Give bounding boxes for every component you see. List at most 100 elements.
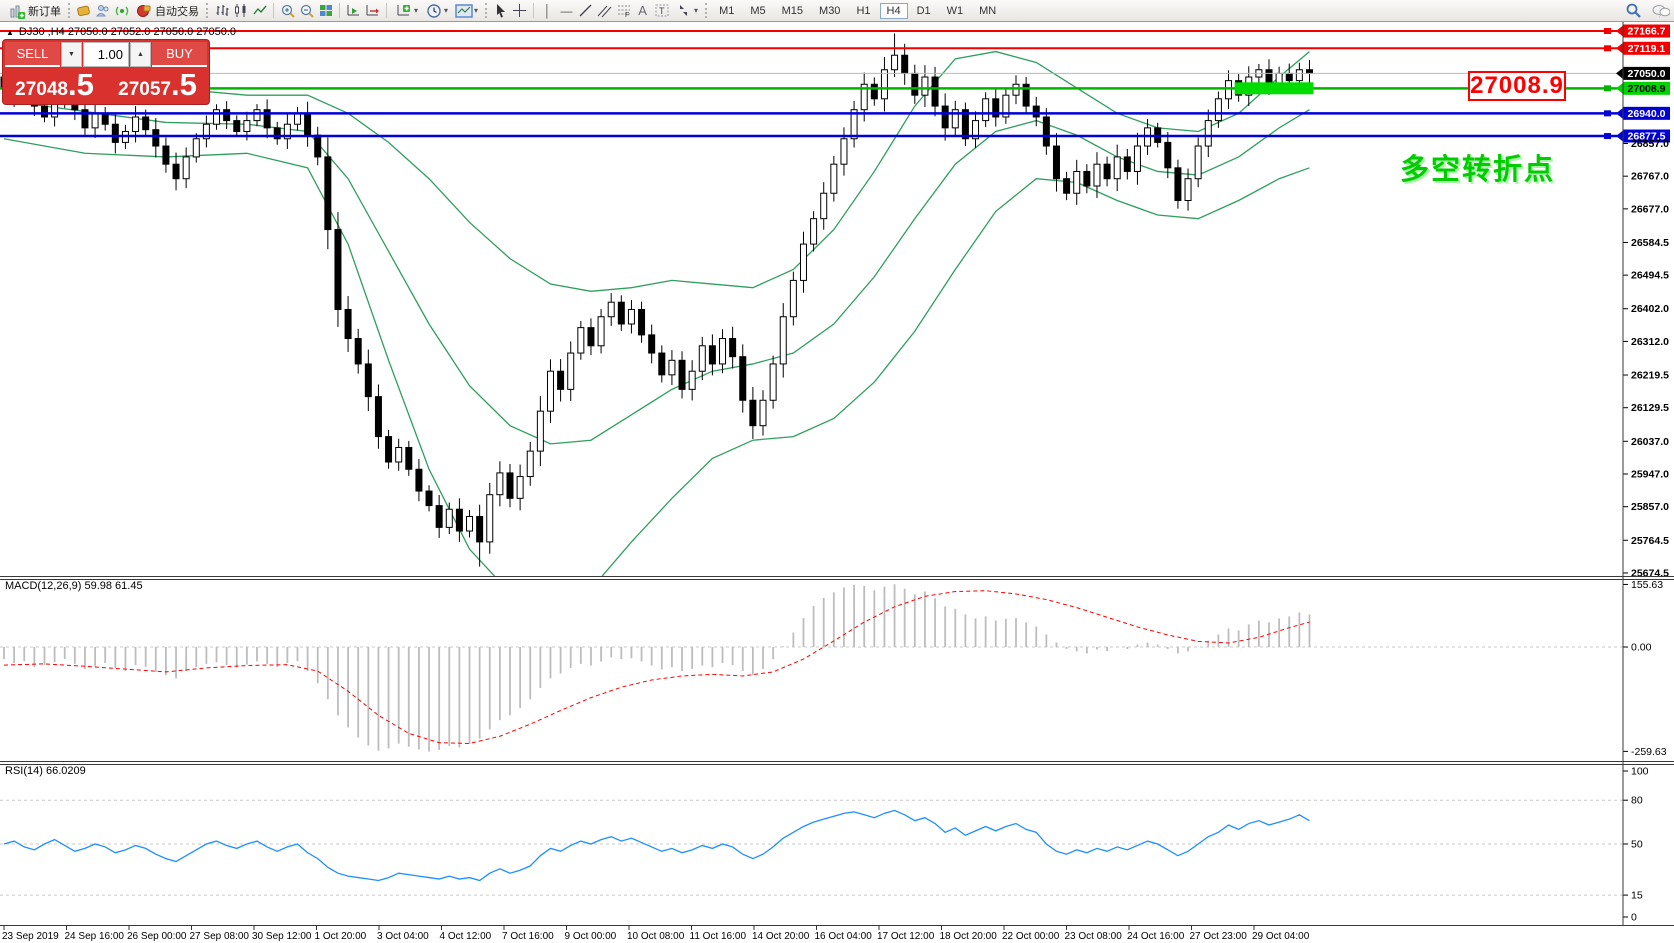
toolbar-grip (68, 3, 70, 18)
one-click-trading-panel: SELL ▼ ▲ BUY 27048 .5 27057 .5 (3, 40, 209, 104)
svg-text:27008.9: 27008.9 (1628, 83, 1666, 95)
favorites-icon[interactable] (74, 2, 93, 20)
svg-text:18 Oct 20:00: 18 Oct 20:00 (940, 931, 998, 942)
auto-trading-button[interactable]: 自动交易 (131, 1, 202, 21)
svg-text:26677.0: 26677.0 (1631, 203, 1669, 215)
indicators-dropdown[interactable]: ▾ (391, 1, 421, 21)
svg-text:26857.0: 26857.0 (1631, 138, 1669, 150)
toolbar-separator (533, 3, 535, 18)
auto-scroll-icon[interactable] (344, 2, 363, 20)
candlestick-chart-type-icon[interactable] (231, 2, 250, 20)
new-order-label: 新订单 (28, 5, 61, 18)
chart-shift-icon[interactable] (363, 2, 382, 20)
horizontal-line-tool-icon[interactable]: — (560, 3, 573, 18)
svg-text:26767.0: 26767.0 (1631, 171, 1669, 183)
tile-windows-icon[interactable] (316, 2, 335, 20)
volume-input[interactable] (83, 42, 129, 67)
svg-text:1 Oct 20:00: 1 Oct 20:00 (315, 931, 367, 942)
svg-text:-259.63: -259.63 (1631, 746, 1667, 758)
svg-text:26584.5: 26584.5 (1631, 237, 1669, 249)
chart-title-row: ▲ DJ30 ,H4 27050.0 27052.0 27050.0 27050.… (6, 26, 236, 38)
macd-pane (0, 584, 1623, 752)
svg-text:23 Sep 2019: 23 Sep 2019 (2, 931, 59, 942)
vertical-line-tool-icon[interactable]: │ (543, 3, 552, 18)
svg-text:9 Oct 00:00: 9 Oct 00:00 (565, 931, 617, 942)
periods-dropdown[interactable]: ▾ (421, 1, 451, 21)
time-axis: 23 Sep 2019 24 Sep 16:00 26 Sep 00:00 27 Se… (2, 925, 1310, 942)
volume-decrease-button[interactable]: ▼ (61, 42, 82, 67)
symbol-marker-icon: ▲ (6, 28, 14, 37)
sell-button[interactable]: SELL (5, 42, 60, 67)
buy-price-main: 27057 (118, 79, 171, 100)
tf-d1[interactable]: D1 (916, 4, 931, 17)
chevron-down-icon: ▾ (474, 6, 479, 15)
toolbar-grip (705, 3, 708, 18)
signals-icon[interactable] (112, 2, 131, 20)
buy-price[interactable]: 27057 .5 (106, 67, 209, 103)
svg-text:15: 15 (1631, 890, 1643, 902)
volume-increase-button[interactable]: ▲ (130, 42, 151, 67)
chart-svg[interactable]: 27166.7 27119.1 27050.0 27008.9 26940.0 26877… (0, 22, 1674, 943)
triangle-up-icon: ▲ (137, 51, 144, 58)
tf-w1[interactable]: W1 (946, 4, 964, 17)
new-order-button[interactable]: 新订单 (4, 1, 64, 21)
toolbar-separator (339, 3, 340, 18)
svg-text:17 Oct 12:00: 17 Oct 12:00 (877, 931, 935, 942)
buy-button[interactable]: BUY (152, 42, 207, 67)
tf-mn[interactable]: MN (979, 4, 997, 17)
templates-dropdown[interactable]: ▾ (451, 1, 481, 21)
text-tool-icon[interactable]: A (638, 3, 647, 18)
crosshair-icon[interactable] (510, 2, 529, 20)
tf-h4[interactable]: H4 (879, 2, 908, 19)
highlight-zone (1234, 82, 1314, 95)
svg-text:0: 0 (1631, 912, 1637, 924)
svg-text:26877.5: 26877.5 (1628, 131, 1666, 143)
arrows-icon (674, 2, 693, 20)
svg-text:14 Oct 20:00: 14 Oct 20:00 (752, 931, 810, 942)
svg-text:155.63: 155.63 (1631, 579, 1663, 591)
cursor-icon[interactable] (491, 2, 510, 20)
toolbar-grip (206, 3, 208, 18)
svg-text:100: 100 (1631, 766, 1649, 778)
svg-text:24 Sep 16:00: 24 Sep 16:00 (65, 931, 125, 942)
rsi-line (3, 809, 1310, 882)
trendline-tool-icon[interactable] (576, 2, 595, 20)
fibonacci-tool-icon[interactable]: F (614, 2, 633, 20)
bollinger-lower (3, 138, 1310, 577)
svg-text:26219.5: 26219.5 (1631, 370, 1669, 382)
svg-text:30 Sep 12:00: 30 Sep 12:00 (252, 931, 312, 942)
tf-m30[interactable]: M30 (819, 4, 841, 17)
line-chart-type-icon[interactable] (250, 2, 269, 20)
svg-text:80: 80 (1631, 795, 1643, 807)
svg-text:F: F (625, 12, 629, 18)
svg-text:26 Sep 00:00: 26 Sep 00:00 (127, 931, 187, 942)
text-label-tool-icon[interactable]: T (652, 2, 671, 20)
arrows-dropdown[interactable]: ▾ (671, 1, 701, 21)
sell-price[interactable]: 27048 .5 (3, 67, 106, 103)
main-pane (0, 33, 1313, 577)
tf-m15[interactable]: M15 (781, 4, 804, 17)
toolbar-separator (273, 3, 274, 18)
svg-text:50: 50 (1631, 839, 1643, 851)
zoom-out-icon[interactable] (297, 2, 316, 20)
buy-price-frac: .5 (170, 67, 197, 102)
search-icon[interactable] (1624, 2, 1643, 20)
bar-chart-type-icon[interactable] (212, 2, 231, 20)
tf-m1[interactable]: M1 (719, 4, 735, 17)
chart-annotation[interactable]: 多空转折点 (1400, 154, 1556, 186)
zoom-in-icon[interactable] (278, 2, 297, 20)
svg-text:0.00: 0.00 (1631, 642, 1652, 654)
contacts-icon[interactable] (93, 2, 112, 20)
price-callout[interactable]: 27008.9 (1468, 71, 1566, 101)
channel-tool-icon[interactable] (595, 2, 614, 20)
svg-text:26940.0: 26940.0 (1628, 108, 1666, 120)
toolbar: 新订单 自动交易 (0, 0, 1674, 22)
tf-h1[interactable]: H1 (856, 4, 871, 17)
svg-text:11 Oct 16:00: 11 Oct 16:00 (690, 931, 747, 942)
tf-m5[interactable]: M5 (750, 4, 766, 17)
price-axis: 27166.7 27119.1 27050.0 27008.9 26940.0 26877… (1616, 24, 1670, 924)
indicators-icon (394, 2, 413, 20)
svg-text:T: T (659, 6, 665, 16)
chat-icon[interactable] (1651, 2, 1670, 20)
